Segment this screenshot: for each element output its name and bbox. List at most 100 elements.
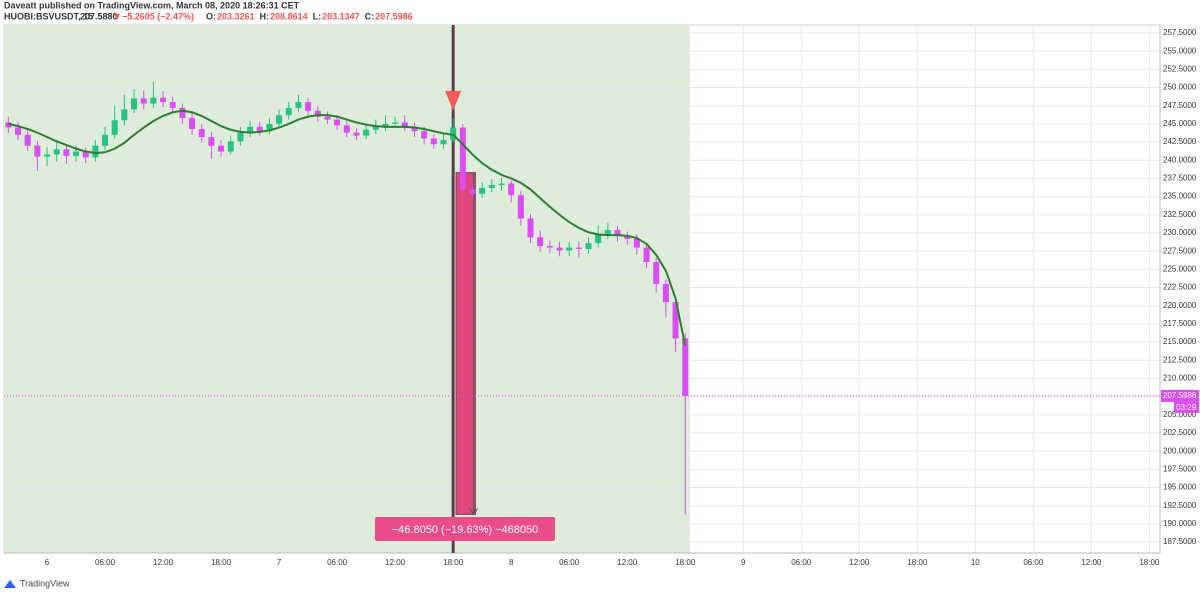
candle-body bbox=[5, 122, 12, 128]
candle-body bbox=[334, 119, 341, 126]
candle-body bbox=[469, 189, 476, 194]
y-tick-label: 255.0000 bbox=[1163, 46, 1197, 55]
candle-body bbox=[237, 132, 244, 142]
candle-body bbox=[633, 238, 640, 248]
candle-body bbox=[15, 127, 22, 135]
candle-body bbox=[169, 102, 176, 108]
x-tick-label: 7 bbox=[277, 558, 282, 567]
candle-body bbox=[479, 187, 486, 194]
candle-body bbox=[508, 183, 515, 196]
candle-body bbox=[450, 127, 457, 140]
y-tick-label: 247.5000 bbox=[1163, 101, 1197, 110]
x-tick-label: 06:00 bbox=[1023, 558, 1044, 567]
candle-body bbox=[247, 126, 254, 133]
candle-body bbox=[604, 230, 611, 235]
y-tick-label: 250.0000 bbox=[1163, 83, 1197, 92]
candle-body bbox=[624, 235, 631, 239]
candle-body bbox=[392, 122, 399, 124]
ohlc-value: 208.8614 bbox=[270, 11, 308, 21]
measure-label: −46.8050 (−19.63%) −468050 bbox=[392, 524, 539, 536]
candle-body bbox=[566, 247, 573, 251]
ohlc-label: L: bbox=[313, 11, 322, 21]
candle-body bbox=[111, 120, 118, 135]
measure-arrowhead bbox=[469, 508, 479, 516]
candle-body bbox=[324, 116, 331, 120]
candle-body bbox=[208, 137, 215, 146]
x-tick-label: 18:00 bbox=[211, 558, 232, 567]
candle-body bbox=[459, 127, 466, 190]
y-tick-label: 192.5000 bbox=[1163, 501, 1197, 510]
x-tick-label: 18:00 bbox=[443, 558, 464, 567]
y-tick-label: 245.0000 bbox=[1163, 119, 1197, 128]
x-tick-label: 18:00 bbox=[907, 558, 928, 567]
ohlc-label: O: bbox=[206, 11, 216, 21]
y-tick-label: 235.0000 bbox=[1163, 192, 1197, 201]
candle-body bbox=[256, 126, 263, 132]
candle-body bbox=[305, 102, 312, 111]
footer: TradingView bbox=[20, 578, 70, 588]
candle-body bbox=[440, 139, 447, 145]
y-tick-label: 240.0000 bbox=[1163, 155, 1197, 164]
candle-body bbox=[266, 123, 273, 132]
ohlc-value: 203.3261 bbox=[217, 11, 255, 21]
publisher: Daveatt published on TradingView.com, Ma… bbox=[4, 0, 300, 10]
candle-body bbox=[102, 134, 109, 146]
last-price-label: 207.5986 bbox=[1163, 391, 1197, 400]
y-tick-label: 242.5000 bbox=[1163, 137, 1197, 146]
candle-body bbox=[131, 98, 138, 110]
candle-body bbox=[556, 247, 563, 251]
candle-body bbox=[488, 185, 495, 188]
y-tick-label: 230.0000 bbox=[1163, 228, 1197, 237]
measure-label-box bbox=[375, 517, 555, 541]
y-tick-label: 187.5000 bbox=[1163, 537, 1197, 546]
countdown-box bbox=[1174, 401, 1199, 413]
signal-marker bbox=[445, 90, 462, 111]
candle-body bbox=[92, 145, 99, 158]
x-tick-label: 12:00 bbox=[153, 558, 174, 567]
x-tick-label: 06:00 bbox=[791, 558, 812, 567]
candle-body bbox=[517, 195, 524, 219]
y-tick-label: 190.0000 bbox=[1163, 519, 1197, 528]
candle-body bbox=[682, 338, 689, 396]
candle-body bbox=[63, 149, 70, 156]
candle-body bbox=[121, 109, 128, 121]
candle-body bbox=[179, 107, 186, 119]
x-tick-label: 12:00 bbox=[1081, 558, 1102, 567]
x-tick-label: 12:00 bbox=[385, 558, 406, 567]
y-tick-label: 195.0000 bbox=[1163, 483, 1197, 492]
candle-body bbox=[498, 183, 505, 185]
candle-body bbox=[285, 107, 292, 116]
price: 207.5880 bbox=[80, 11, 118, 21]
x-tick-label: 10 bbox=[971, 558, 980, 567]
candle-body bbox=[343, 125, 350, 133]
candle-body bbox=[82, 151, 89, 158]
y-tick-label: 222.5000 bbox=[1163, 283, 1197, 292]
y-tick-label: 215.0000 bbox=[1163, 337, 1197, 346]
candle-body bbox=[198, 129, 205, 137]
candle-body bbox=[421, 131, 428, 139]
y-tick-label: 220.0000 bbox=[1163, 301, 1197, 310]
last-price-box bbox=[1161, 389, 1199, 402]
logo bbox=[4, 580, 16, 588]
candle-body bbox=[227, 141, 234, 152]
candle-body bbox=[295, 102, 302, 108]
candle-body bbox=[150, 97, 157, 104]
measure-box bbox=[455, 172, 476, 515]
candle-body bbox=[527, 218, 534, 238]
candle-body bbox=[585, 243, 592, 249]
change: −5.2605 (−2.47%) bbox=[122, 11, 194, 21]
moving-average bbox=[8, 109, 687, 346]
y-tick-label: 205.0000 bbox=[1163, 410, 1197, 419]
countdown: 03:29 bbox=[1176, 403, 1197, 412]
candle-body bbox=[314, 110, 321, 117]
candle-body bbox=[643, 247, 650, 263]
x-tick-label: 8 bbox=[509, 558, 514, 567]
shaded-range bbox=[4, 25, 691, 553]
candle-body bbox=[24, 134, 31, 146]
ohlc-value: 207.5986 bbox=[375, 11, 413, 21]
candle-body bbox=[218, 145, 225, 152]
candle-body bbox=[189, 118, 196, 129]
candle-body bbox=[363, 129, 370, 136]
